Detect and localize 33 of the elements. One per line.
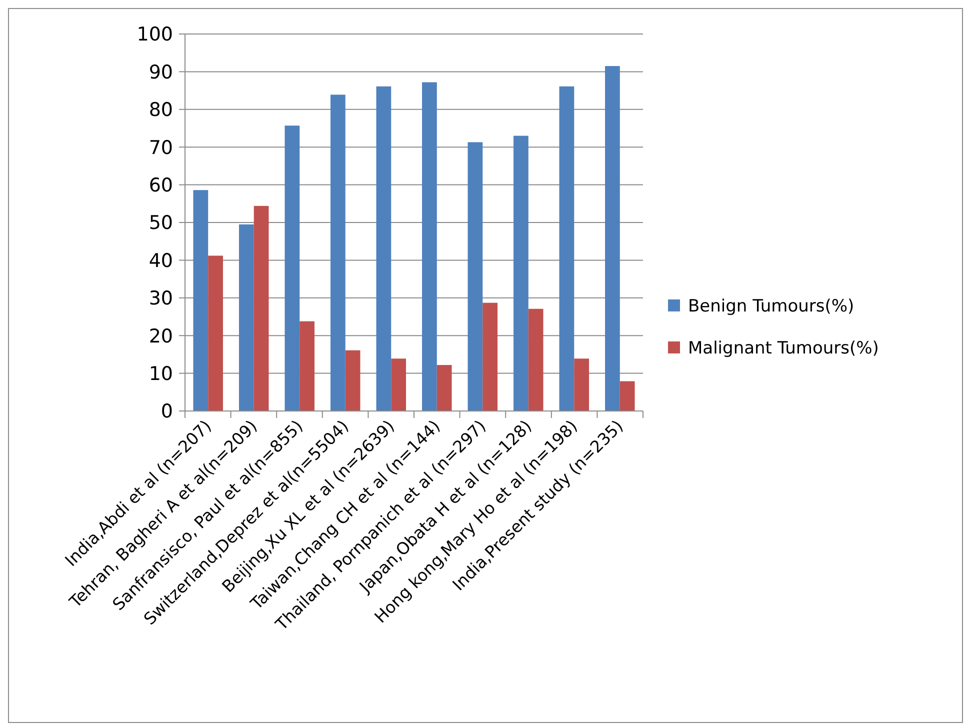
legend-label: Benign Tumours(%) [688,296,854,316]
bar [528,308,544,411]
y-tick-label: 80 [148,99,173,122]
bar [620,381,635,411]
y-tick-label: 70 [148,136,173,159]
bar [468,142,483,411]
bar [482,302,498,411]
bar [208,256,223,411]
y-tick-label: 30 [148,288,173,310]
y-tick-label: 0 [160,400,173,423]
y-tick-label: 90 [148,61,173,84]
bar [300,321,314,411]
y-tick-label: 100 [136,24,173,46]
bar [376,86,392,411]
y-tick-label: 10 [148,362,173,385]
bar [574,358,590,411]
bar [605,66,620,411]
y-tick-label: 50 [148,212,173,234]
bar [284,126,300,411]
bar [436,365,452,411]
y-tick-label: 60 [148,174,173,196]
bar [193,190,208,411]
y-tick-label: 40 [148,250,173,272]
bar [514,136,528,411]
bar [559,86,574,411]
bar [254,206,269,411]
y-tick-label: 20 [148,325,173,348]
legend-label: Malignant Tumours(%) [688,338,879,358]
bar [422,82,437,411]
bar [391,358,406,411]
bar [330,94,346,411]
bar [238,224,254,411]
bar [345,350,360,411]
